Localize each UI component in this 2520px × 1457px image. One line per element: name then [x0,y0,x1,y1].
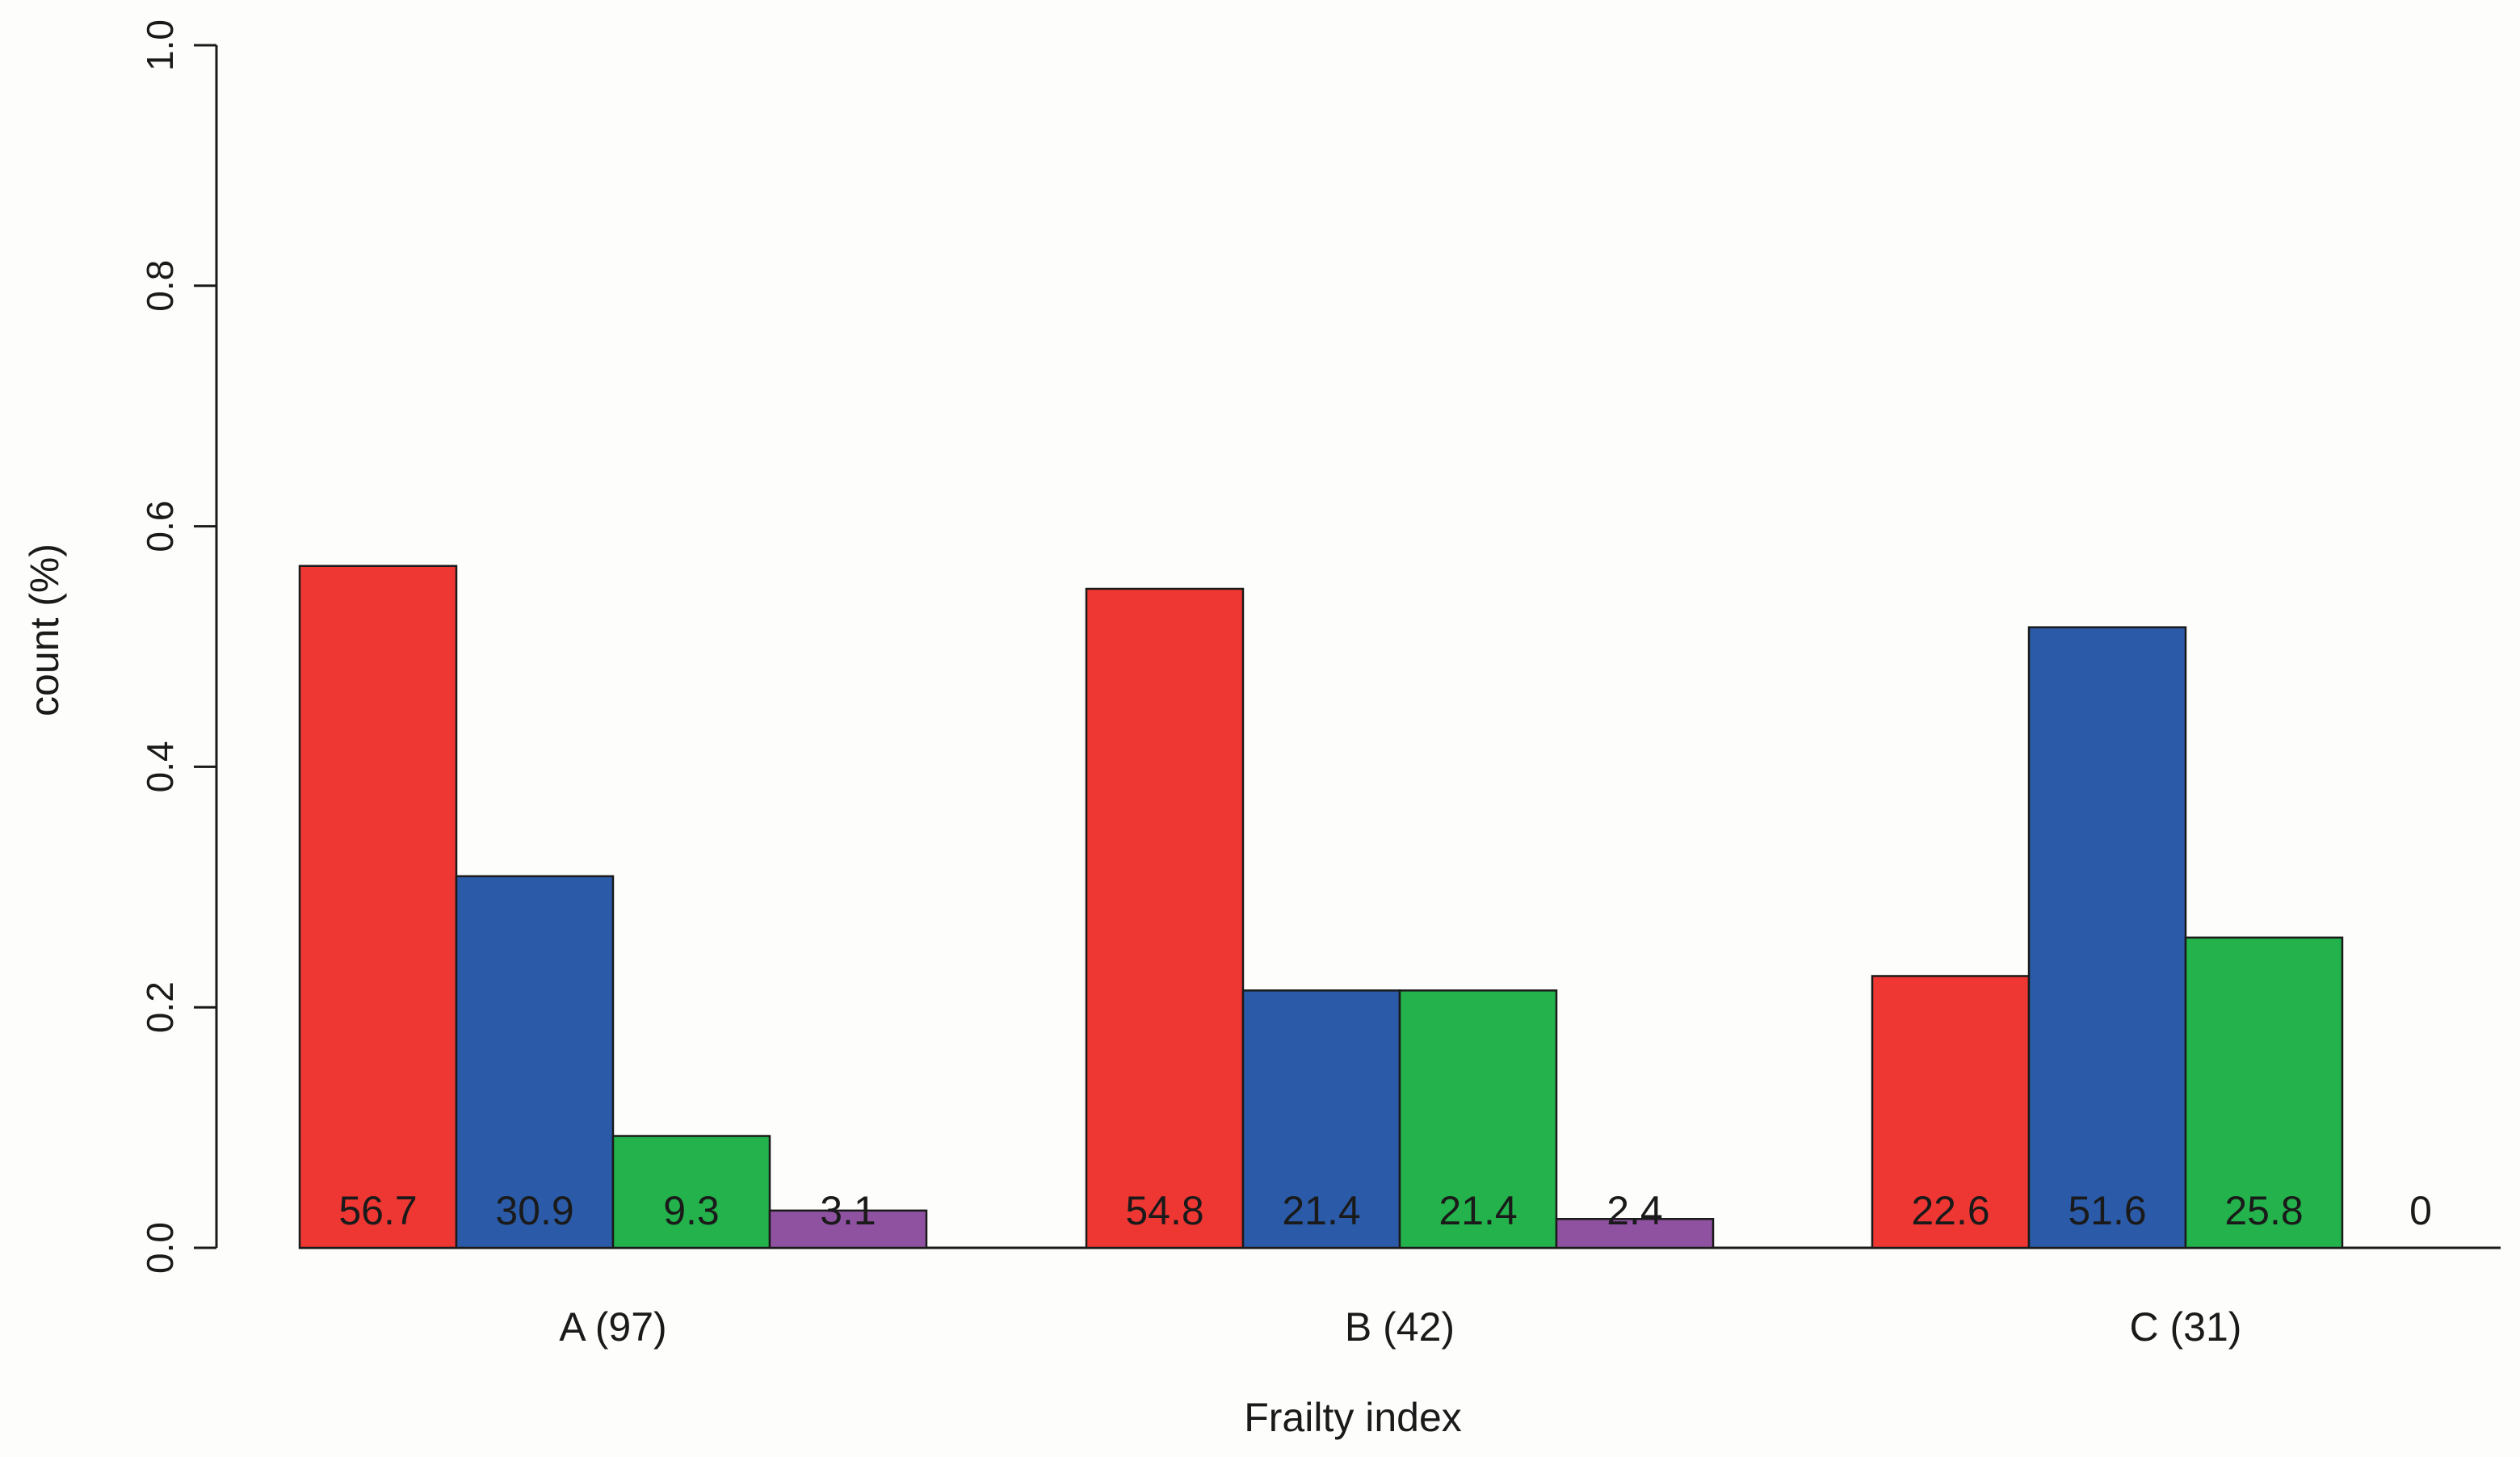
bar-value-label: 21.4 [1282,1188,1360,1233]
category-label: B (42) [1345,1304,1455,1350]
bar-value-label: 0 [2409,1188,2432,1233]
bar [2027,626,2187,1249]
bar-value-label: 22.6 [1911,1188,1989,1233]
bar-value-label: 56.7 [338,1188,417,1233]
category-labels: A (97) B (42) C (31) [559,1304,2241,1350]
bar [455,875,615,1249]
y-axis-title: count (%) [22,544,67,716]
y-tick-label: 0.6 [139,501,181,552]
category-label: A (97) [559,1304,666,1350]
bar-value-label: 21.4 [1438,1188,1517,1233]
bar [768,1209,928,1249]
bar [1085,587,1245,1249]
y-tick-label: 0.2 [139,981,181,1033]
bar [1555,1218,1715,1249]
bar-value-label: 2.4 [1606,1188,1663,1233]
y-tick-label: 0.4 [139,741,181,792]
bar [611,1135,771,1249]
bars [298,565,2344,1249]
y-tick-label: 0.8 [139,260,181,312]
y-tick-label: 0.0 [139,1222,181,1274]
bar-value-label: 30.9 [495,1188,573,1233]
bar-value-label: 51.6 [2068,1188,2146,1233]
bar [1398,989,1558,1249]
bar-value-label: 54.8 [1125,1188,1203,1233]
bar [2184,936,2344,1249]
bar [1871,975,2031,1249]
y-tick-label: 1.0 [139,19,181,71]
bar [298,565,458,1249]
y-ticks: 0.0 0.2 0.4 0.6 0.8 1.0 [139,19,216,1274]
data-labels: 56.7 30.9 9.3 3.1 54.8 21.4 21.4 2.4 22.6 51.6 25.… [338,1188,2432,1233]
x-axis-title: Frailty index [1244,1395,1462,1440]
bar-value-label: 3.1 [820,1188,876,1233]
bar-value-label: 25.8 [2224,1188,2303,1233]
bar-value-label: 9.3 [663,1188,720,1233]
category-label: C (31) [2130,1304,2242,1350]
